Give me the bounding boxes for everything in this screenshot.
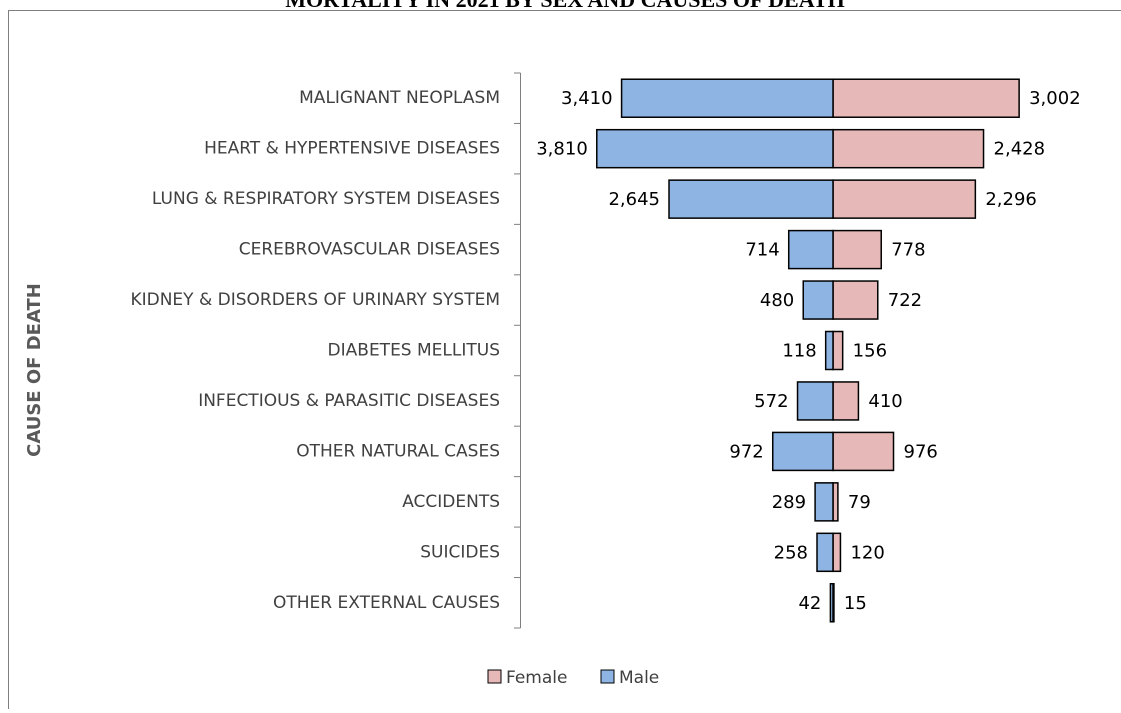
bar	[833, 382, 858, 420]
value-label: 79	[848, 492, 871, 513]
value-label: 976	[904, 441, 938, 462]
value-label: 3,002	[1029, 88, 1081, 109]
bar	[773, 432, 833, 470]
bar	[817, 533, 833, 571]
category-label: INFECTIOUS & PARASITIC DISEASES	[198, 391, 500, 411]
category-label: HEART & HYPERTENSIVE DISEASES	[204, 139, 500, 159]
value-label: 2,428	[994, 139, 1046, 160]
value-label: 118	[782, 341, 816, 362]
value-label: 410	[868, 391, 902, 412]
bar	[833, 533, 840, 571]
bar	[597, 130, 833, 168]
bar	[833, 281, 878, 319]
category-label: LUNG & RESPIRATORY SYSTEM DISEASES	[152, 189, 500, 209]
value-label: 2,296	[985, 189, 1037, 210]
bar	[803, 281, 833, 319]
value-label: 714	[745, 240, 779, 261]
value-label: 120	[850, 542, 884, 563]
category-label: MALIGNANT NEOPLASM	[299, 88, 500, 108]
legend-label: Male	[619, 668, 659, 688]
category-label: CEREBROVASCULAR DISEASES	[239, 240, 500, 260]
bar	[833, 130, 984, 168]
bar	[669, 180, 833, 218]
bar	[815, 483, 833, 521]
value-label: 15	[844, 593, 867, 614]
bar	[826, 332, 833, 370]
value-label: 2,645	[608, 189, 660, 210]
category-label: OTHER EXTERNAL CAUSES	[273, 593, 500, 613]
value-label: 3,410	[561, 88, 613, 109]
bar	[833, 79, 1019, 117]
category-label: OTHER NATURAL CASES	[296, 441, 500, 461]
value-label: 3,810	[536, 139, 588, 160]
category-label: KIDNEY & DISORDERS OF URINARY SYSTEM	[130, 290, 500, 310]
y-axis-label: CAUSE OF DEATH	[24, 283, 45, 457]
value-label: 289	[772, 492, 806, 513]
legend-label: Female	[506, 668, 567, 688]
legend-swatch	[601, 670, 614, 683]
category-label: ACCIDENTS	[402, 492, 500, 512]
legend-swatch	[488, 670, 501, 683]
value-label: 42	[798, 593, 821, 614]
bar	[830, 584, 833, 622]
bar	[622, 79, 833, 117]
category-label: DIABETES MELLITUS	[328, 341, 500, 361]
value-label: 480	[760, 290, 794, 311]
value-label: 722	[888, 290, 922, 311]
bar	[789, 231, 833, 269]
value-label: 156	[853, 341, 887, 362]
bar	[798, 382, 833, 420]
value-label: 972	[729, 441, 763, 462]
bar	[833, 332, 843, 370]
value-label: 258	[774, 542, 808, 563]
bar	[833, 180, 975, 218]
bar	[833, 432, 894, 470]
value-label: 778	[891, 240, 925, 261]
value-label: 572	[754, 391, 788, 412]
chart-title: MORTALITY IN 2021 BY SEX AND CAUSES OF D…	[285, 0, 845, 12]
category-label: SUICIDES	[420, 542, 500, 562]
bar	[833, 231, 881, 269]
